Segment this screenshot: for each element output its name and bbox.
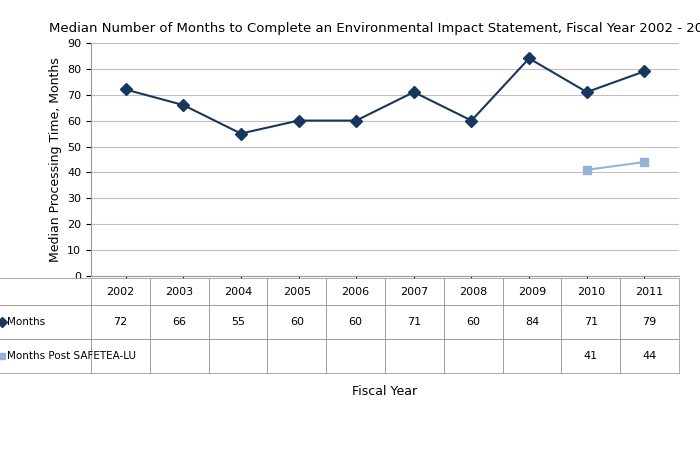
- Text: 2006: 2006: [342, 287, 370, 297]
- Months: [525, 56, 533, 61]
- Text: Fiscal Year: Fiscal Year: [352, 385, 418, 398]
- Text: 79: 79: [643, 317, 657, 327]
- Text: 60: 60: [290, 317, 304, 327]
- Months: [410, 89, 418, 95]
- Text: 60: 60: [349, 317, 363, 327]
- Text: 71: 71: [407, 317, 421, 327]
- Text: 2007: 2007: [400, 287, 428, 297]
- Text: 44: 44: [643, 351, 657, 361]
- Line: Months Post SAFETEA-LU: Months Post SAFETEA-LU: [582, 158, 649, 174]
- Text: 60: 60: [466, 317, 480, 327]
- Text: 2011: 2011: [636, 287, 664, 297]
- Title: Median Number of Months to Complete an Environmental Impact Statement, Fiscal Ye: Median Number of Months to Complete an E…: [50, 22, 700, 35]
- Line: Months: Months: [121, 54, 649, 138]
- Text: 66: 66: [172, 317, 186, 327]
- Text: 2008: 2008: [459, 287, 487, 297]
- Months: [352, 118, 361, 123]
- Text: 2009: 2009: [518, 287, 546, 297]
- Text: 2003: 2003: [165, 287, 193, 297]
- Text: 2002: 2002: [106, 287, 134, 297]
- Text: 55: 55: [231, 317, 245, 327]
- Text: 2004: 2004: [224, 287, 252, 297]
- Text: 2005: 2005: [283, 287, 311, 297]
- Months Post SAFETEA-LU: [582, 167, 591, 173]
- Months: [468, 118, 476, 123]
- Text: 84: 84: [525, 317, 539, 327]
- Text: Months: Months: [7, 317, 45, 327]
- Text: 71: 71: [584, 317, 598, 327]
- Months Post SAFETEA-LU: [640, 159, 649, 165]
- Text: 2010: 2010: [577, 287, 605, 297]
- Text: 41: 41: [584, 351, 598, 361]
- Months: [121, 87, 130, 92]
- Text: 72: 72: [113, 317, 127, 327]
- Months: [582, 89, 591, 95]
- Months: [294, 118, 302, 123]
- Months: [179, 102, 188, 108]
- Text: Months Post SAFETEA-LU: Months Post SAFETEA-LU: [7, 351, 136, 361]
- Months: [237, 131, 245, 137]
- Months: [640, 69, 649, 74]
- Y-axis label: Median Processing Time, Months: Median Processing Time, Months: [48, 57, 62, 262]
